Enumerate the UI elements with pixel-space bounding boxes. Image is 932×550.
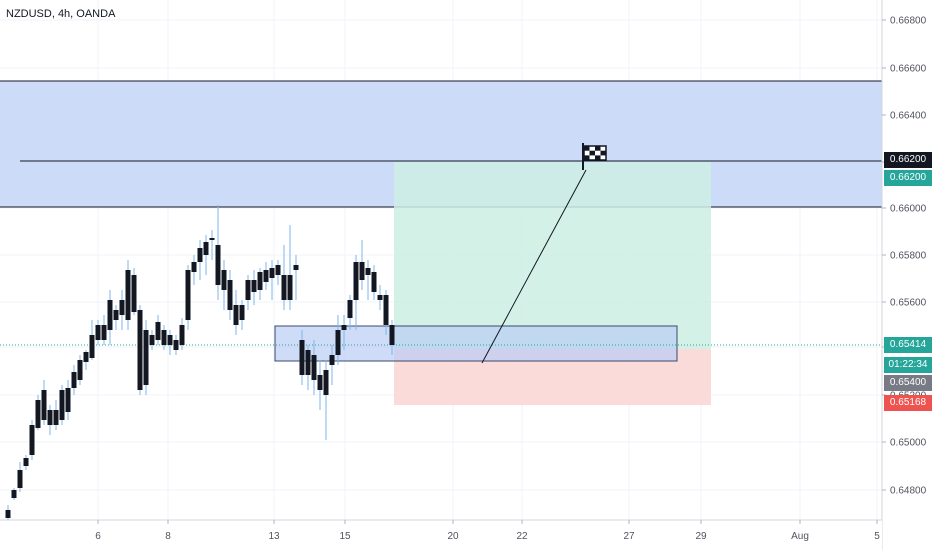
candle-body xyxy=(143,330,149,385)
candle-body xyxy=(113,310,119,320)
candle-body xyxy=(341,325,347,330)
time-tick-label: Aug xyxy=(791,531,809,542)
candle-body xyxy=(293,265,299,270)
price-axis xyxy=(882,0,932,550)
countdown-badge: 01:22:34 xyxy=(884,357,932,373)
entry-price-badge: 0.65400 xyxy=(884,375,932,391)
candle-body xyxy=(299,340,305,375)
candle-body xyxy=(257,272,263,290)
price-tick-label: 0.66000 xyxy=(890,204,927,215)
candle-body xyxy=(269,268,275,278)
time-tick-label: 20 xyxy=(447,531,459,542)
candle-body xyxy=(365,268,371,275)
target-price-badge: 0.66200 xyxy=(884,170,932,186)
candle-body xyxy=(335,330,341,355)
candle-body xyxy=(215,245,221,285)
candle-body xyxy=(239,305,245,320)
candle-body xyxy=(311,355,317,380)
candle-body xyxy=(77,360,83,380)
candle-body xyxy=(101,325,107,340)
checkered-flag-icon xyxy=(582,143,607,170)
candle-body xyxy=(65,388,71,412)
candle-body xyxy=(251,280,257,292)
candle-body xyxy=(347,300,353,318)
price-tick-label: 0.65000 xyxy=(890,438,927,449)
candle-body xyxy=(5,510,11,518)
projection-line xyxy=(481,169,587,364)
candle-body xyxy=(71,372,77,388)
candle-body xyxy=(89,335,95,358)
candle-body xyxy=(47,410,53,425)
candle-body xyxy=(125,270,131,320)
candle-body xyxy=(263,270,269,282)
time-tick-label: 15 xyxy=(339,531,351,542)
candle-body xyxy=(23,458,29,466)
candle-body xyxy=(371,272,377,292)
candle-body xyxy=(389,325,395,345)
candle-body xyxy=(41,390,47,420)
candle-body xyxy=(137,310,143,390)
time-tick-label: 6 xyxy=(95,531,101,542)
candle-body xyxy=(197,248,203,262)
last-price-badge: 0.65414 xyxy=(884,337,932,353)
candle-body xyxy=(281,275,287,300)
candle-body xyxy=(149,335,155,345)
time-tick-label: 27 xyxy=(623,531,635,542)
price-tick-label: 0.66400 xyxy=(890,111,927,122)
candle-body xyxy=(59,390,65,420)
candle-body xyxy=(179,325,185,345)
candle-body xyxy=(377,295,383,300)
price-tick-label: 0.66600 xyxy=(890,64,927,75)
candle-body xyxy=(329,355,335,365)
horizontal-line-price-badge: 0.66200 xyxy=(884,152,932,168)
candle-body xyxy=(383,295,389,325)
time-tick-label: 5 xyxy=(874,531,880,542)
time-tick-label: 29 xyxy=(695,531,707,542)
time-tick-label: 13 xyxy=(268,531,280,542)
candle-body xyxy=(167,335,173,345)
candle-body xyxy=(191,262,197,272)
price-tick-label: 0.65600 xyxy=(890,298,927,309)
candle-body xyxy=(233,305,239,325)
candle-body xyxy=(317,375,323,390)
demand-box xyxy=(274,325,678,362)
candle-body xyxy=(35,400,41,428)
candle-body xyxy=(245,280,251,300)
stop-price-badge: 0.65168 xyxy=(884,395,932,411)
candle-body xyxy=(161,330,167,345)
candle-body xyxy=(287,275,293,300)
candle-body xyxy=(227,280,233,310)
price-tick-label: 0.65800 xyxy=(890,251,927,262)
time-axis xyxy=(0,520,882,550)
candle-body xyxy=(29,425,35,455)
candle-body xyxy=(221,270,227,290)
candle-body xyxy=(83,352,89,362)
candle-body xyxy=(53,410,59,425)
candle-body xyxy=(305,350,311,375)
candle-body xyxy=(107,300,113,330)
candle-body xyxy=(155,322,161,340)
candle-body xyxy=(95,325,101,340)
candle-body xyxy=(131,275,137,312)
candle-body xyxy=(119,300,125,315)
time-tick-label: 8 xyxy=(165,531,171,542)
candle-body xyxy=(185,270,191,320)
candle-body xyxy=(203,242,209,255)
time-tick-label: 22 xyxy=(516,531,528,542)
candle-body xyxy=(209,238,215,240)
candle-body xyxy=(275,265,281,275)
candle-body xyxy=(173,340,179,350)
candle-body xyxy=(353,262,359,300)
candle-body xyxy=(11,490,17,498)
price-tick-label: 0.66800 xyxy=(890,16,927,27)
candle-body xyxy=(17,470,23,488)
candle-body xyxy=(323,370,329,395)
candle-body xyxy=(359,262,365,280)
symbol-label: NZDUSD, 4h, OANDA xyxy=(6,8,116,20)
price-tick-label: 0.64800 xyxy=(890,486,927,497)
profit-area xyxy=(394,162,711,349)
